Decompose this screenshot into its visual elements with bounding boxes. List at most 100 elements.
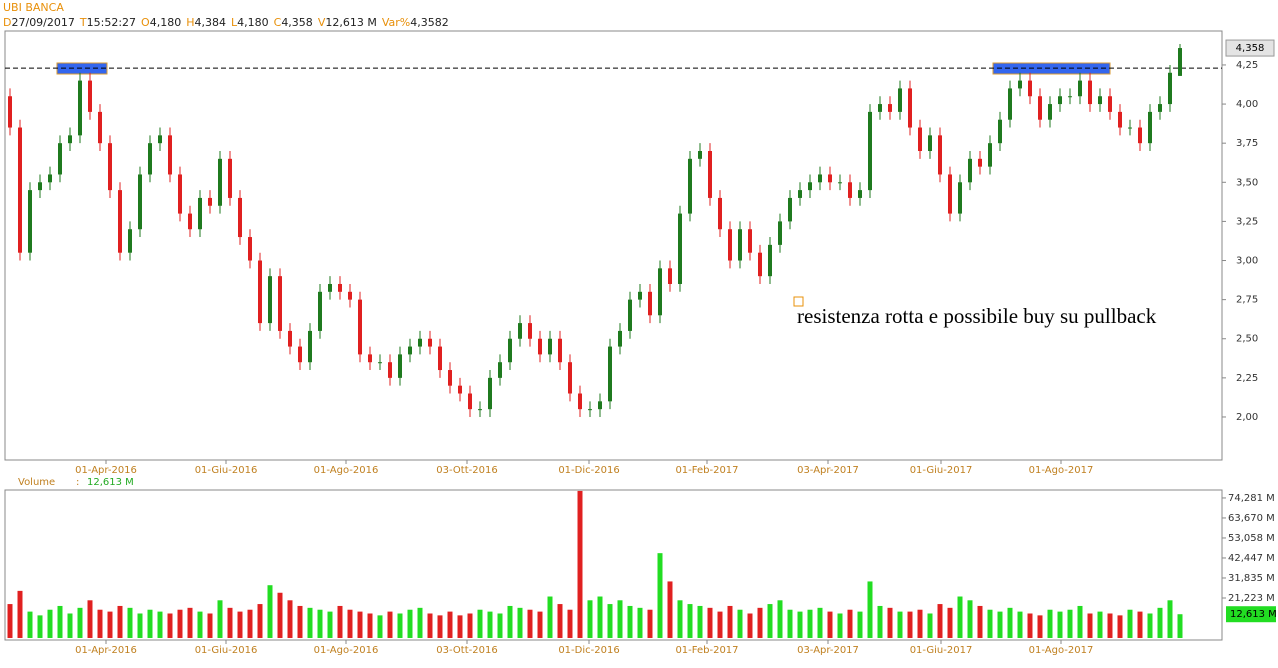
- candle-body: [1158, 104, 1162, 112]
- candle-body: [1038, 96, 1042, 120]
- candle-body: [148, 143, 152, 175]
- candle-body: [668, 268, 672, 284]
- volume-bar: [667, 581, 673, 639]
- fields: D27/09/2017 T15:52:27 O4,180 H4,384 L4,180 C4…: [3, 16, 454, 29]
- x-tick-label: 01-Feb-2017: [675, 645, 738, 656]
- candle-body: [138, 174, 142, 230]
- candle-body: [218, 158, 222, 206]
- candle-body: [188, 213, 192, 230]
- candle-body: [728, 229, 732, 261]
- header-key: C: [273, 16, 282, 29]
- volume-bar: [417, 607, 423, 639]
- x-tick-label: 01-Ago-2016: [314, 645, 379, 656]
- candle-body: [1098, 96, 1102, 105]
- volume-bar: [147, 609, 153, 639]
- candle-body: [328, 283, 332, 292]
- candle-body: [1068, 96, 1072, 98]
- volume-bar: [657, 553, 663, 639]
- volume-bar: [267, 585, 273, 639]
- volume-bar: [427, 613, 433, 639]
- volume-bar: [437, 615, 443, 639]
- volume-bar: [867, 581, 873, 639]
- volume-bar: [487, 611, 493, 639]
- candle-body: [908, 88, 912, 128]
- candle-body: [428, 338, 432, 347]
- candle-body: [968, 158, 972, 183]
- volume-bar: [117, 605, 123, 639]
- header-key: O: [141, 16, 150, 29]
- candle-body: [8, 96, 12, 128]
- volume-bar: [737, 609, 743, 639]
- candle-body: [828, 174, 832, 183]
- volume-bar: [1067, 609, 1073, 639]
- volume-bar: [47, 609, 53, 639]
- candle-body: [208, 197, 212, 206]
- candle-body: [198, 197, 202, 230]
- candle-body: [68, 135, 72, 144]
- candle-body: [388, 362, 392, 378]
- volume-bar: [157, 611, 163, 639]
- candle-body: [698, 151, 702, 159]
- candle-body: [958, 182, 962, 214]
- y-tick-label: 3,50: [1236, 177, 1258, 188]
- candle-body: [1148, 111, 1152, 144]
- candle-body: [128, 229, 132, 253]
- candle-body: [178, 174, 182, 214]
- candle-body: [1078, 80, 1082, 97]
- volume-bar: [1097, 611, 1103, 639]
- price-panel: [4, 30, 1223, 461]
- volume-bar: [447, 611, 453, 639]
- volume-bar: [357, 611, 363, 639]
- volume-bar: [567, 609, 573, 639]
- candle-body: [368, 354, 372, 363]
- last-volume-tag: [1226, 606, 1276, 623]
- candle-body: [1008, 88, 1012, 120]
- volume-bar: [827, 611, 833, 639]
- volume-bar: [707, 607, 713, 639]
- candle-body: [28, 190, 32, 253]
- candle-body: [918, 127, 922, 152]
- header-key: T: [79, 16, 87, 29]
- volume-bar: [817, 607, 823, 639]
- candle-body: [758, 252, 762, 277]
- candle-body: [518, 323, 522, 339]
- volume-bar: [887, 607, 893, 639]
- volume-bar: [467, 613, 473, 639]
- candle-body: [78, 80, 82, 136]
- volume-bar: [1137, 611, 1143, 639]
- x-tick-label: 01-Dic-2016: [558, 645, 619, 656]
- volume-bar: [457, 615, 463, 639]
- volume-bar: [407, 609, 413, 639]
- candle-body: [88, 80, 92, 112]
- volume-bar: [767, 604, 773, 639]
- candle-body: [618, 330, 622, 347]
- candle-body: [998, 119, 1002, 144]
- candle-body: [1128, 127, 1132, 129]
- candle-body: [358, 299, 362, 355]
- candle-body: [558, 338, 562, 363]
- y-tick-label: 4,25: [1236, 60, 1258, 71]
- volume-bar: [797, 611, 803, 639]
- volume-bar: [87, 600, 93, 639]
- x-tick-label: 03-Apr-2017: [797, 465, 859, 476]
- volume-bar: [1037, 615, 1043, 639]
- volume-bar: [727, 605, 733, 639]
- volume-bar: [527, 609, 533, 639]
- candle-body: [288, 330, 292, 347]
- x-tick-label: 01-Dic-2016: [558, 465, 619, 476]
- candle-body: [18, 127, 22, 253]
- header-value: 4,3582: [410, 16, 449, 29]
- volume-bar: [287, 600, 293, 639]
- x-tick-label: 03-Apr-2017: [797, 645, 859, 656]
- volume-bar: [187, 607, 193, 639]
- volume-bar: [1177, 614, 1183, 639]
- candle-body: [648, 291, 652, 316]
- candle-body: [348, 291, 352, 300]
- volume-bar: [367, 613, 373, 639]
- y-tick-label: 2,75: [1236, 295, 1258, 306]
- candle-body: [688, 158, 692, 214]
- candle-body: [318, 291, 322, 331]
- y-tick-label: 31,835 M: [1228, 573, 1275, 584]
